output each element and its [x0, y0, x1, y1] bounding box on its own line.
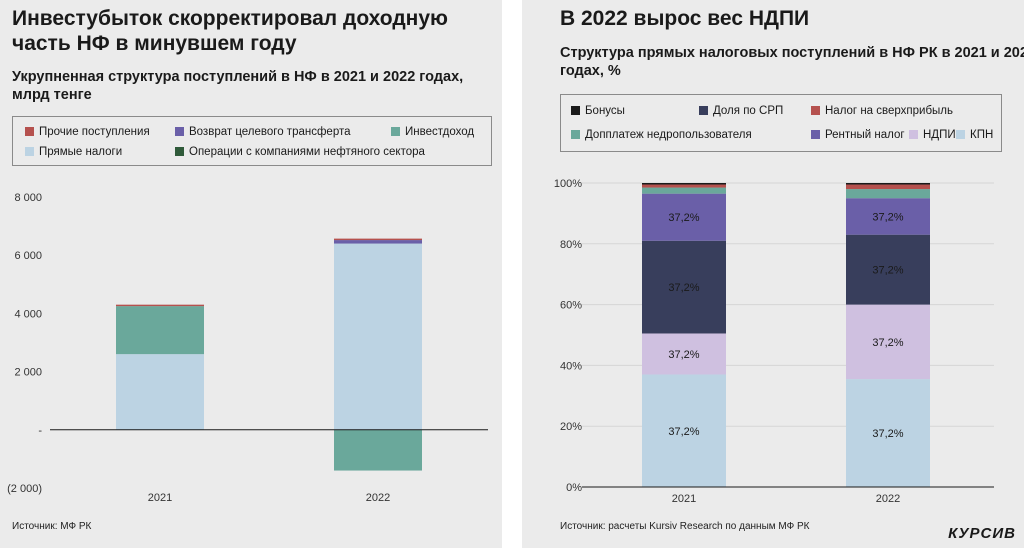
legend-item-operacii: Операции с компаниями нефтяного сектора: [175, 145, 425, 159]
legend-item-pryamye: Прямые налоги: [25, 145, 122, 159]
brand-logo: КУРСИВ: [948, 525, 1016, 542]
data-label: 37,2%: [668, 282, 699, 294]
x-category-label: 2022: [876, 493, 900, 505]
legend-label: Прочие поступления: [39, 126, 150, 138]
legend-label: Прямые налоги: [39, 146, 123, 158]
legend-swatch: [25, 127, 34, 136]
legend-item-doplatezh: Допплатеж недропользователя: [571, 128, 752, 142]
legend-swatch: [175, 147, 184, 156]
left-legend: Прочие поступления Возврат целевого тран…: [12, 116, 492, 166]
bar-segment: [334, 238, 422, 241]
x-category-label: 2021: [148, 492, 172, 504]
y-tick-label: 6 000: [14, 250, 42, 262]
data-label: 37,2%: [872, 428, 903, 440]
bar-segment: [642, 333, 726, 375]
bar-segment: [334, 240, 422, 244]
legend-label: Возврат целевого трансферта: [189, 126, 351, 138]
y-tick-label: 8 000: [14, 192, 42, 204]
legend-label: Бонусы: [585, 105, 625, 117]
legend-item-rentny: Рентный налог: [811, 128, 905, 142]
data-label: 37,2%: [668, 212, 699, 224]
bar-segment: [846, 183, 930, 185]
right-subtitle: Структура прямых налоговых поступлений в…: [560, 45, 1024, 79]
y-tick-label: -: [38, 425, 42, 437]
bar-segment: [846, 184, 930, 190]
bar-segment: [116, 306, 204, 355]
bar-segment: [642, 240, 726, 334]
legend-item-bonusy: Бонусы: [571, 104, 625, 118]
left-source: Источник: МФ РК: [12, 521, 92, 532]
legend-swatch: [811, 130, 820, 139]
legend-swatch: [25, 147, 34, 156]
bar-segment: [846, 379, 930, 487]
legend-label: Инвестдоход: [405, 126, 475, 138]
bar-segment: [334, 243, 422, 430]
bar-segment: [334, 429, 422, 471]
legend-label: НДПИ: [923, 129, 956, 141]
legend-swatch: [571, 106, 580, 115]
bar-segment: [846, 304, 930, 380]
y-tick-label: (2 000): [7, 483, 42, 495]
data-label: 37,2%: [872, 265, 903, 277]
legend-swatch: [699, 106, 708, 115]
bar-segment: [116, 304, 204, 307]
bar-segment: [642, 183, 726, 185]
legend-swatch: [909, 130, 918, 139]
x-category-label: 2021: [672, 493, 696, 505]
legend-label: Рентный налог: [825, 129, 905, 141]
legend-swatch: [811, 106, 820, 115]
y-tick-label: 40%: [560, 360, 582, 372]
x-category-label: 2022: [366, 492, 390, 504]
y-tick-label: 0%: [566, 482, 582, 494]
right-legend: Бонусы Доля по СРП Налог на сверхприбыль…: [560, 94, 1002, 152]
y-tick-label: 80%: [560, 239, 582, 251]
legend-item-dolya-srp: Доля по СРП: [699, 104, 783, 118]
legend-label: Допплатеж недропользователя: [585, 129, 752, 141]
y-tick-label: 2 000: [14, 367, 42, 379]
right-chart-plot: 0% 20% 40% 60% 80% 100% 37,2% 37,2% 37,2% 37,2% 20…: [554, 178, 994, 505]
legend-item-investdohod: Инвестдоход: [391, 125, 474, 139]
y-tick-label: 20%: [560, 421, 582, 433]
legend-swatch: [571, 130, 580, 139]
bar-segment: [116, 354, 204, 430]
y-tick-label: 60%: [560, 300, 582, 312]
legend-label: Доля по СРП: [713, 105, 784, 117]
y-tick-label: 4 000: [14, 308, 42, 320]
data-label: 37,2%: [872, 337, 903, 349]
legend-item-vozvrat: Возврат целевого трансферта: [175, 125, 351, 139]
left-chart-panel: Инвестубыток скорректировал доходную час…: [0, 0, 502, 548]
data-label: 37,2%: [668, 426, 699, 438]
left-subtitle: Укрупненная структура поступлений в НФ в…: [12, 69, 464, 103]
y-tick-label: 100%: [554, 178, 582, 190]
legend-label: КПН: [970, 129, 994, 141]
bar-segment: [846, 234, 930, 305]
bar-segment: [642, 187, 726, 194]
legend-label: Операции с компаниями нефтяного сектора: [189, 146, 425, 158]
legend-swatch: [391, 127, 400, 136]
legend-item-sverhpribyl: Налог на сверхприбыль: [811, 104, 953, 118]
legend-swatch: [956, 130, 965, 139]
bar-segment: [642, 374, 726, 487]
bar-segment: [846, 189, 930, 199]
legend-label: Налог на сверхприбыль: [825, 105, 954, 117]
legend-item-ndpi: НДПИ: [909, 128, 956, 142]
legend-item-prochie: Прочие поступления: [25, 125, 150, 139]
left-headline: Инвестубыток скорректировал доходную час…: [12, 7, 448, 55]
left-chart-plot: (2 000) - 2 000 4 000 6 000 8 000 2021 2022: [7, 192, 488, 504]
bar-segment: [846, 198, 930, 235]
right-chart-panel: В 2022 вырос вес НДПИ Структура прямых н…: [522, 0, 1024, 548]
right-source: Источник: расчеты Kursiv Research по дан…: [560, 521, 810, 532]
legend-swatch: [175, 127, 184, 136]
right-headline: В 2022 вырос вес НДПИ: [560, 7, 810, 30]
data-label: 37,2%: [668, 349, 699, 361]
bar-segment: [642, 184, 726, 188]
legend-item-kpn: КПН: [956, 128, 993, 142]
data-label: 37,2%: [872, 211, 903, 223]
bar-segment: [642, 193, 726, 241]
